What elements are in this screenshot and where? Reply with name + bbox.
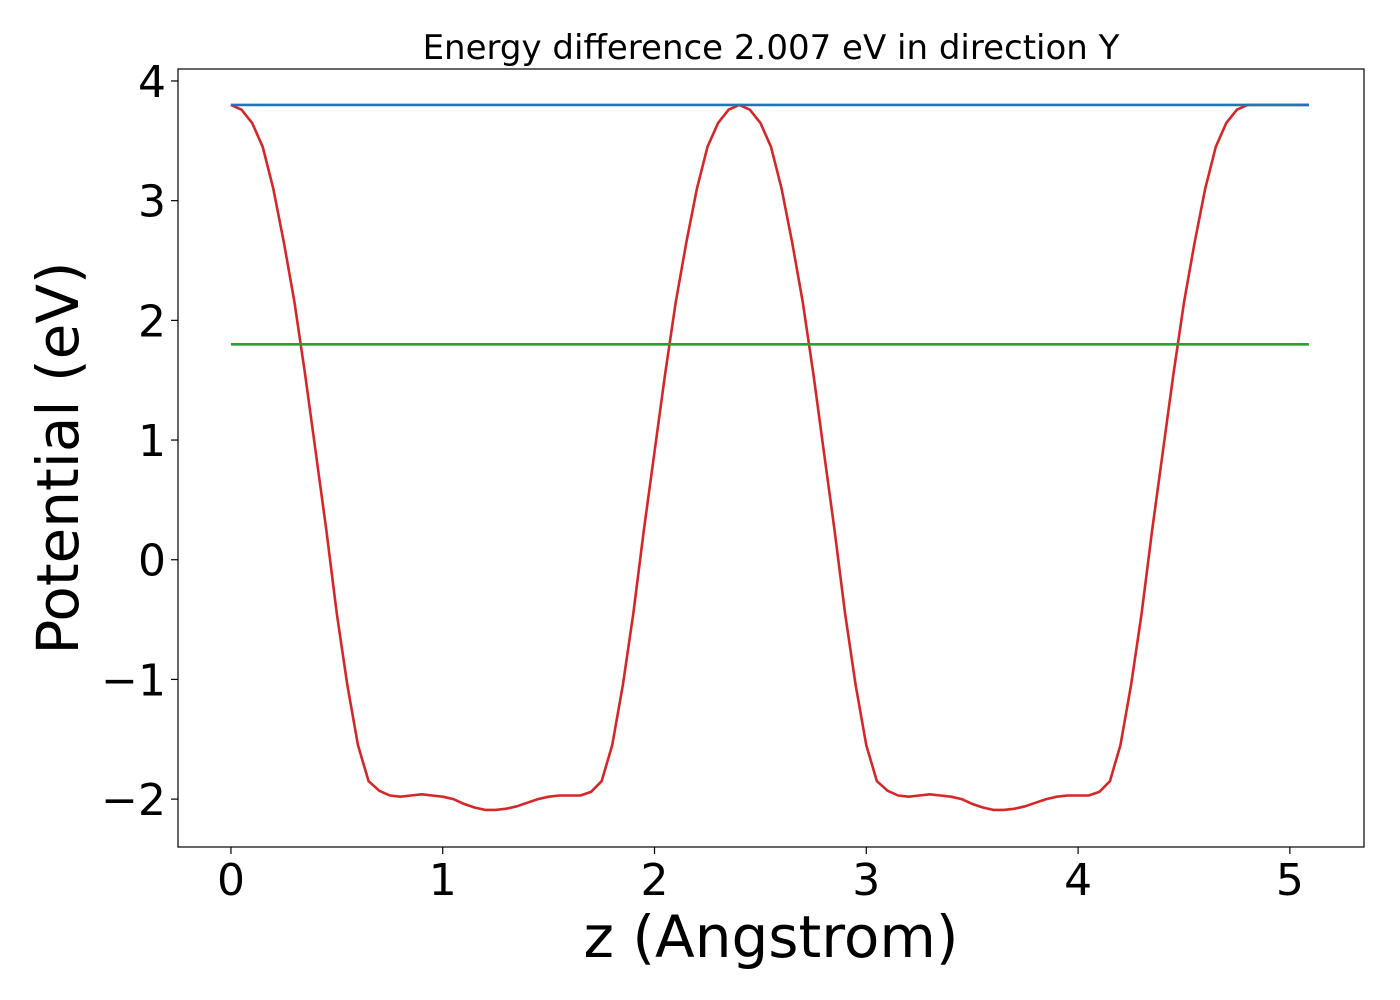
y-tick-label: −1 [101, 655, 166, 706]
axes-frame [177, 68, 1365, 848]
x-tick-label: 0 [217, 855, 245, 906]
x-tick-label: 4 [1064, 855, 1092, 906]
x-tick-label: 3 [852, 855, 880, 906]
x-tick-label: 1 [429, 855, 457, 906]
y-tick-label: 3 [138, 177, 166, 228]
y-tick-label: 0 [138, 536, 166, 587]
y-tick-label: −2 [101, 775, 166, 826]
y-axis-ticks: −2 −1 0 1 2 3 4 [101, 57, 178, 826]
x-axis-ticks: 0 1 2 3 4 5 [217, 847, 1304, 906]
y-tick-label: 1 [138, 416, 166, 467]
y-tick-label: 4 [138, 57, 166, 108]
y-axis-label: Potential (eV) [24, 261, 92, 654]
plot-area [230, 103, 1309, 812]
chart-title: Energy difference 2.007 eV in direction … [423, 28, 1120, 68]
x-tick-label: 5 [1276, 855, 1304, 906]
x-axis-label: z (Angstrom) [584, 903, 959, 971]
x-tick-label: 2 [641, 855, 669, 906]
y-tick-label: 2 [138, 296, 166, 347]
series-line-1 [230, 103, 1309, 812]
